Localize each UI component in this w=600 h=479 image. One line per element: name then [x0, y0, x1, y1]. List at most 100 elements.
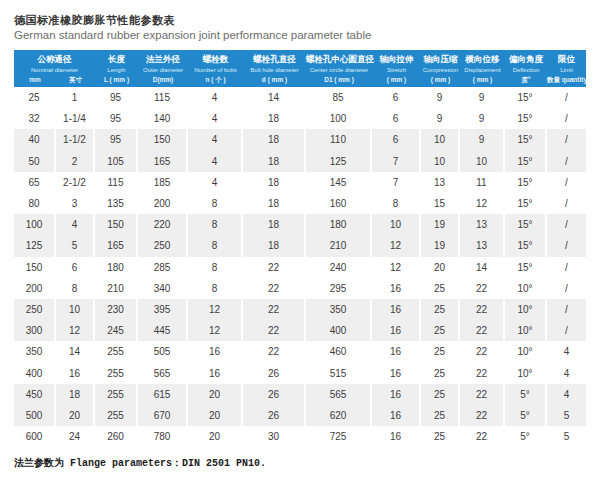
table-cell-bolt-hole: 26 — [243, 362, 306, 383]
table-cell-nominal-inch: 24 — [56, 426, 95, 447]
table-cell-nominal-mm: 200 — [14, 278, 56, 299]
table-cell-bolt-hole: 22 — [243, 320, 306, 341]
table-cell-bolt-hole: 26 — [243, 384, 306, 405]
table-cell-stretch: 16 — [372, 405, 421, 426]
table-cell-center-circle: 160 — [306, 193, 372, 214]
table-row: 35014255505162246016252210°4 — [14, 341, 586, 362]
header-unit: ( mm ) — [372, 75, 421, 84]
table-cell-deflection: 10° — [505, 299, 547, 320]
table-cell-center-circle: 240 — [306, 257, 372, 278]
table-cell-limit: / — [547, 299, 586, 320]
header-col-stretch: 轴向拉伸Stretch( mm ) — [372, 50, 421, 87]
table-row: 40016255565162651516252210°4 — [14, 362, 586, 383]
table-cell-deflection: 15° — [505, 108, 547, 129]
table-cell-deflection: 5° — [505, 426, 547, 447]
page-title-en: German standard rubber expansion joint p… — [14, 28, 586, 43]
table-cell-bolt-hole: 18 — [243, 151, 306, 172]
table-cell-compression: 25 — [421, 362, 460, 383]
table-cell-limit: / — [547, 257, 586, 278]
table-cell-deflection: 15° — [505, 193, 547, 214]
table-cell-deflection: 15° — [505, 214, 547, 235]
table-cell-length: 260 — [95, 426, 138, 447]
table-cell-nominal-inch: 2-1/2 — [56, 172, 95, 193]
table-cell-deflection: 15° — [505, 172, 547, 193]
table-row: 5002025567020266201625225°5 — [14, 405, 586, 426]
table-cell-nominal-mm: 125 — [14, 235, 56, 256]
header-label-cn: 偏向角度 — [505, 54, 547, 65]
table-cell-compression: 20 — [421, 257, 460, 278]
table-row: 6002426078020307251625225°5 — [14, 426, 586, 447]
table-cell-nominal-inch: 4 — [56, 214, 95, 235]
table-cell-stretch: 7 — [372, 151, 421, 172]
header-label-en: Outer diameter — [138, 66, 188, 74]
table-cell-nominal-mm: 25 — [14, 87, 56, 108]
table-cell-length: 165 — [95, 235, 138, 256]
table-cell-outer-diameter: 395 — [138, 299, 188, 320]
table-cell-nominal-mm: 450 — [14, 384, 56, 405]
table-row: 5021051654181257101015°/ — [14, 151, 586, 172]
header-label-cn: 轴向拉伸 — [372, 54, 421, 65]
table-cell-length: 180 — [95, 257, 138, 278]
table-cell-compression: 25 — [421, 278, 460, 299]
table-cell-nominal-inch: 3 — [56, 193, 95, 214]
header-col-center-circle: 螺栓孔中心圆直径Center circle diameterD1 ( mm ) — [306, 50, 372, 87]
table-cell-deflection: 15° — [505, 235, 547, 256]
page-title-cn: 德国标准橡胶膨胀节性能参数表 — [14, 13, 586, 27]
table-cell-nominal-mm: 40 — [14, 129, 56, 150]
table-cell-nominal-inch: 8 — [56, 278, 95, 299]
header-label-cn: 螺栓孔中心圆直径 — [306, 54, 372, 65]
table-cell-displacement: 9 — [460, 87, 505, 108]
table-cell-center-circle: 180 — [306, 214, 372, 235]
table-cell-limit: / — [547, 320, 586, 341]
table-cell-outer-diameter: 670 — [138, 405, 188, 426]
table-cell-bolt-hole: 22 — [243, 257, 306, 278]
table-cell-center-circle: 85 — [306, 87, 372, 108]
header-unit: 度° — [505, 75, 547, 84]
table-cell-compression: 25 — [421, 299, 460, 320]
table-header: 公称通径Nominal diametermm英寸长度LengthL ( mm )… — [14, 50, 586, 87]
header-label-en: Stretch — [372, 66, 421, 74]
header-label-cn: 横向位移 — [460, 54, 505, 65]
table-cell-bolt-count: 8 — [188, 257, 243, 278]
table-cell-center-circle: 400 — [306, 320, 372, 341]
table-cell-center-circle: 125 — [306, 151, 372, 172]
table-cell-stretch: 16 — [372, 278, 421, 299]
table-cell-bolt-count: 4 — [188, 87, 243, 108]
table-cell-stretch: 8 — [372, 193, 421, 214]
table-cell-displacement: 22 — [460, 320, 505, 341]
table-cell-outer-diameter: 150 — [138, 129, 188, 150]
table-cell-nominal-mm: 32 — [14, 108, 56, 129]
table-cell-compression: 19 — [421, 235, 460, 256]
table-cell-length: 95 — [95, 129, 138, 150]
table-cell-compression: 25 — [421, 426, 460, 447]
table-cell-displacement: 9 — [460, 108, 505, 129]
table-cell-deflection: 15° — [505, 257, 547, 278]
table-cell-nominal-inch: 20 — [56, 405, 95, 426]
table-cell-center-circle: 725 — [306, 426, 372, 447]
table-cell-bolt-hole: 30 — [243, 426, 306, 447]
table-cell-compression: 9 — [421, 87, 460, 108]
header-label-en: Number of bolts — [188, 66, 243, 74]
table-cell-compression: 10 — [421, 129, 460, 150]
table-cell-center-circle: 110 — [306, 129, 372, 150]
table-cell-displacement: 9 — [460, 129, 505, 150]
table-cell-center-circle: 210 — [306, 235, 372, 256]
table-cell-limit: / — [547, 278, 586, 299]
table-row: 125516525081821012191315°/ — [14, 235, 586, 256]
table-row: 200821034082229516252210°/ — [14, 278, 586, 299]
table-cell-compression: 15 — [421, 193, 460, 214]
parameter-table: 公称通径Nominal diametermm英寸长度LengthL ( mm )… — [14, 50, 586, 447]
table-cell-outer-diameter: 165 — [138, 151, 188, 172]
table-cell-bolt-count: 16 — [188, 362, 243, 383]
table-cell-center-circle: 620 — [306, 405, 372, 426]
table-cell-length: 95 — [95, 87, 138, 108]
header-unit: L ( mm ) — [95, 75, 138, 84]
table-cell-nominal-mm: 500 — [14, 405, 56, 426]
header-sub-unit: mm — [14, 75, 56, 84]
table-cell-length: 150 — [95, 214, 138, 235]
table-cell-outer-diameter: 615 — [138, 384, 188, 405]
table-cell-length: 255 — [95, 405, 138, 426]
table-cell-bolt-count: 4 — [188, 129, 243, 150]
table-cell-nominal-mm: 400 — [14, 362, 56, 383]
table-cell-displacement: 13 — [460, 214, 505, 235]
